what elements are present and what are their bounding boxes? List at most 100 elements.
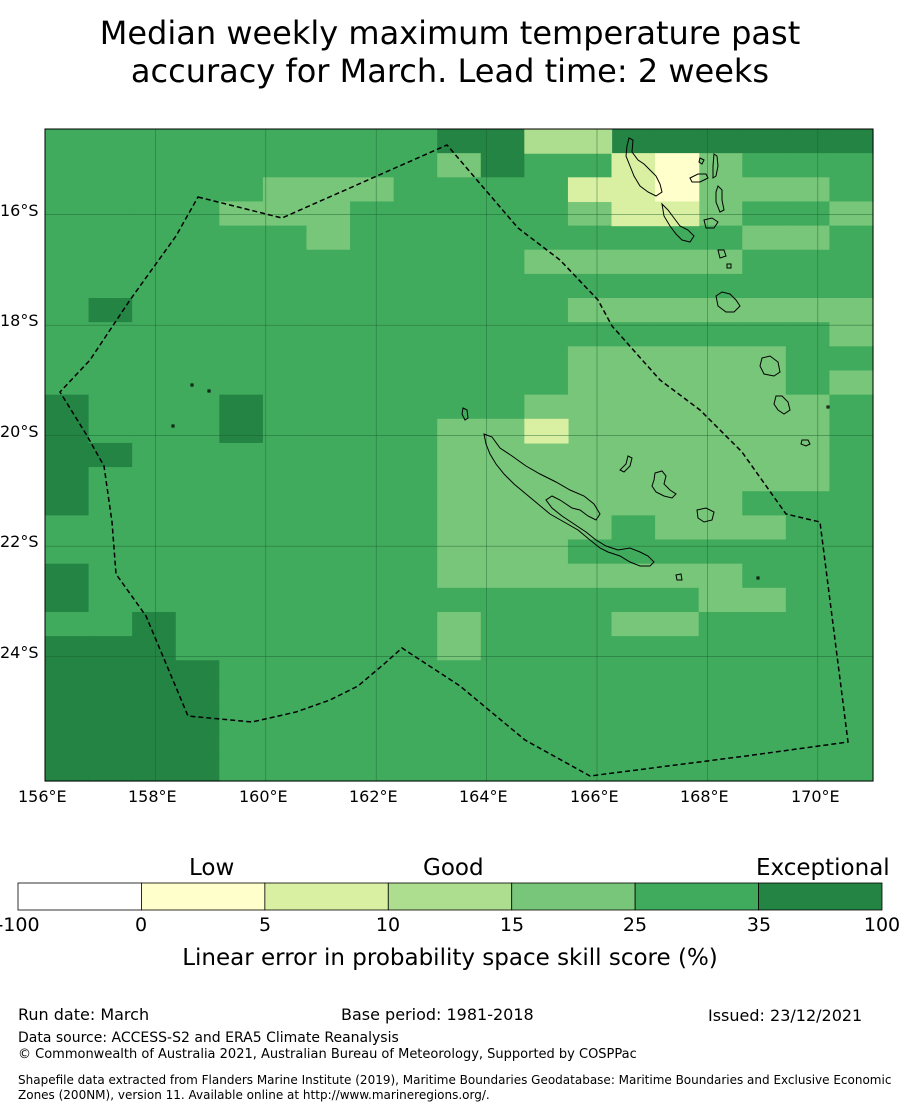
colorbar-segment (511, 882, 636, 911)
grid-cell (350, 756, 395, 782)
grid-cell (524, 249, 569, 275)
grid-cell (132, 153, 177, 178)
grid-cell (611, 708, 656, 734)
grid-cell (611, 225, 656, 251)
grid-cell (655, 298, 700, 323)
grid-cell (132, 515, 177, 541)
grid-cell (742, 636, 787, 661)
grid-cell (437, 708, 482, 734)
colorbar (17, 882, 883, 911)
espiritu-santo-island (625, 137, 663, 197)
grid-cell (611, 298, 656, 323)
grid-cell (45, 201, 90, 227)
maewo-island (712, 153, 719, 179)
grid-cell (219, 346, 264, 372)
grid-cell (611, 370, 656, 396)
grid-cell (45, 346, 90, 372)
lat-label-20s: 20°S (0, 422, 39, 441)
grid-cell (655, 418, 700, 444)
grid-cell (567, 587, 613, 613)
data-source: Data source: ACCESS-S2 and ERA5 Climate … (18, 1030, 399, 1046)
grid-cell (132, 322, 177, 347)
grid-cell (437, 225, 482, 251)
grid-cell (88, 636, 133, 661)
grid-cell (393, 515, 438, 541)
grid-cell (480, 298, 525, 323)
grid-cell (524, 153, 569, 178)
grid-cell (524, 273, 569, 299)
grid-cell (88, 298, 133, 323)
grid-cell (175, 756, 220, 782)
grid-cell (698, 611, 743, 637)
grid-cell (350, 225, 395, 251)
grid-cell (219, 756, 264, 782)
grid-cell (132, 539, 177, 565)
tick-15: 15 (499, 914, 525, 936)
grid-cell (655, 732, 700, 758)
grid-cell (219, 394, 264, 420)
grid-cell (219, 177, 264, 203)
grid-cell (350, 732, 395, 758)
lat-label-24s: 24°S (0, 643, 39, 662)
colorbar-segment (387, 882, 513, 911)
category-low: Low (189, 855, 235, 881)
grid-cell (175, 587, 220, 613)
grid-cell (45, 322, 90, 347)
grid-cell (829, 515, 874, 541)
grid-cell (655, 394, 700, 420)
grid-cell (437, 346, 482, 372)
grid-cell (175, 322, 220, 347)
grid-cell (219, 515, 264, 541)
grid-cell (785, 201, 831, 227)
tick-10: 10 (375, 914, 401, 936)
grid-cell (306, 732, 351, 758)
grid-cell (611, 587, 656, 613)
grid-cell (567, 660, 613, 686)
grid-cell (480, 708, 525, 734)
grid-cell (132, 298, 177, 323)
grid-cell (480, 394, 525, 420)
grid-cell (45, 756, 90, 782)
grid-cell (742, 273, 787, 299)
grid-cell (45, 129, 90, 154)
grid-cell (350, 298, 395, 323)
grid-cell (45, 732, 90, 758)
grid-cell (350, 467, 395, 492)
grid-cell (829, 491, 874, 516)
lon-label-158e: 158°E (128, 787, 177, 806)
title-line-1: Median weekly maximum temperature past (99, 14, 801, 52)
erromango-island (759, 355, 781, 377)
grid-cell (829, 684, 874, 710)
title-line-2: accuracy for March. Lead time: 2 weeks (130, 52, 770, 90)
grid-cell (480, 322, 525, 347)
grid-cell (262, 201, 308, 227)
grid-cell (698, 539, 743, 565)
grid-cell (742, 491, 787, 516)
grid-cell (437, 732, 482, 758)
grid-cell (437, 322, 482, 347)
grid-cell (611, 515, 656, 541)
grid-cell (132, 225, 177, 251)
grid-cell (524, 587, 569, 613)
grid-cell (785, 732, 831, 758)
grid-cell (45, 708, 90, 734)
grid-cell (698, 660, 743, 686)
grid-cell (350, 129, 395, 154)
grid-cell (175, 442, 220, 468)
grid-cell (480, 756, 525, 782)
grid-cell (306, 394, 351, 420)
grid-cell (524, 298, 569, 323)
grid-cell (219, 660, 264, 686)
grid-cell (219, 201, 264, 227)
chart-title: Median weekly maximum temperature past a… (0, 14, 900, 90)
grid-cell (829, 756, 874, 782)
grid-cell (132, 394, 177, 420)
grid-cell (742, 756, 787, 782)
grid-cell (437, 636, 482, 661)
grid-cell (785, 370, 831, 396)
grid-cell (567, 298, 613, 323)
grid-cell (480, 273, 525, 299)
grid-cell (393, 177, 438, 203)
grid-cell (393, 418, 438, 444)
grid-cell (480, 684, 525, 710)
